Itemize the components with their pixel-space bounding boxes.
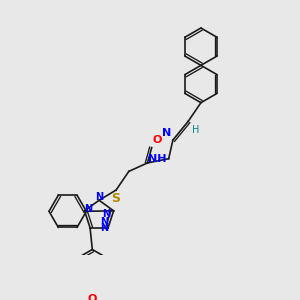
Text: H: H <box>192 125 200 135</box>
Text: N: N <box>100 223 109 233</box>
Text: O: O <box>88 294 97 300</box>
Text: N: N <box>162 128 171 138</box>
Text: N: N <box>100 217 108 227</box>
Text: N: N <box>102 209 110 219</box>
Text: NH: NH <box>148 154 167 164</box>
Text: N: N <box>84 204 92 214</box>
Text: N: N <box>95 192 103 202</box>
Text: O: O <box>152 135 162 145</box>
Text: S: S <box>112 192 121 205</box>
